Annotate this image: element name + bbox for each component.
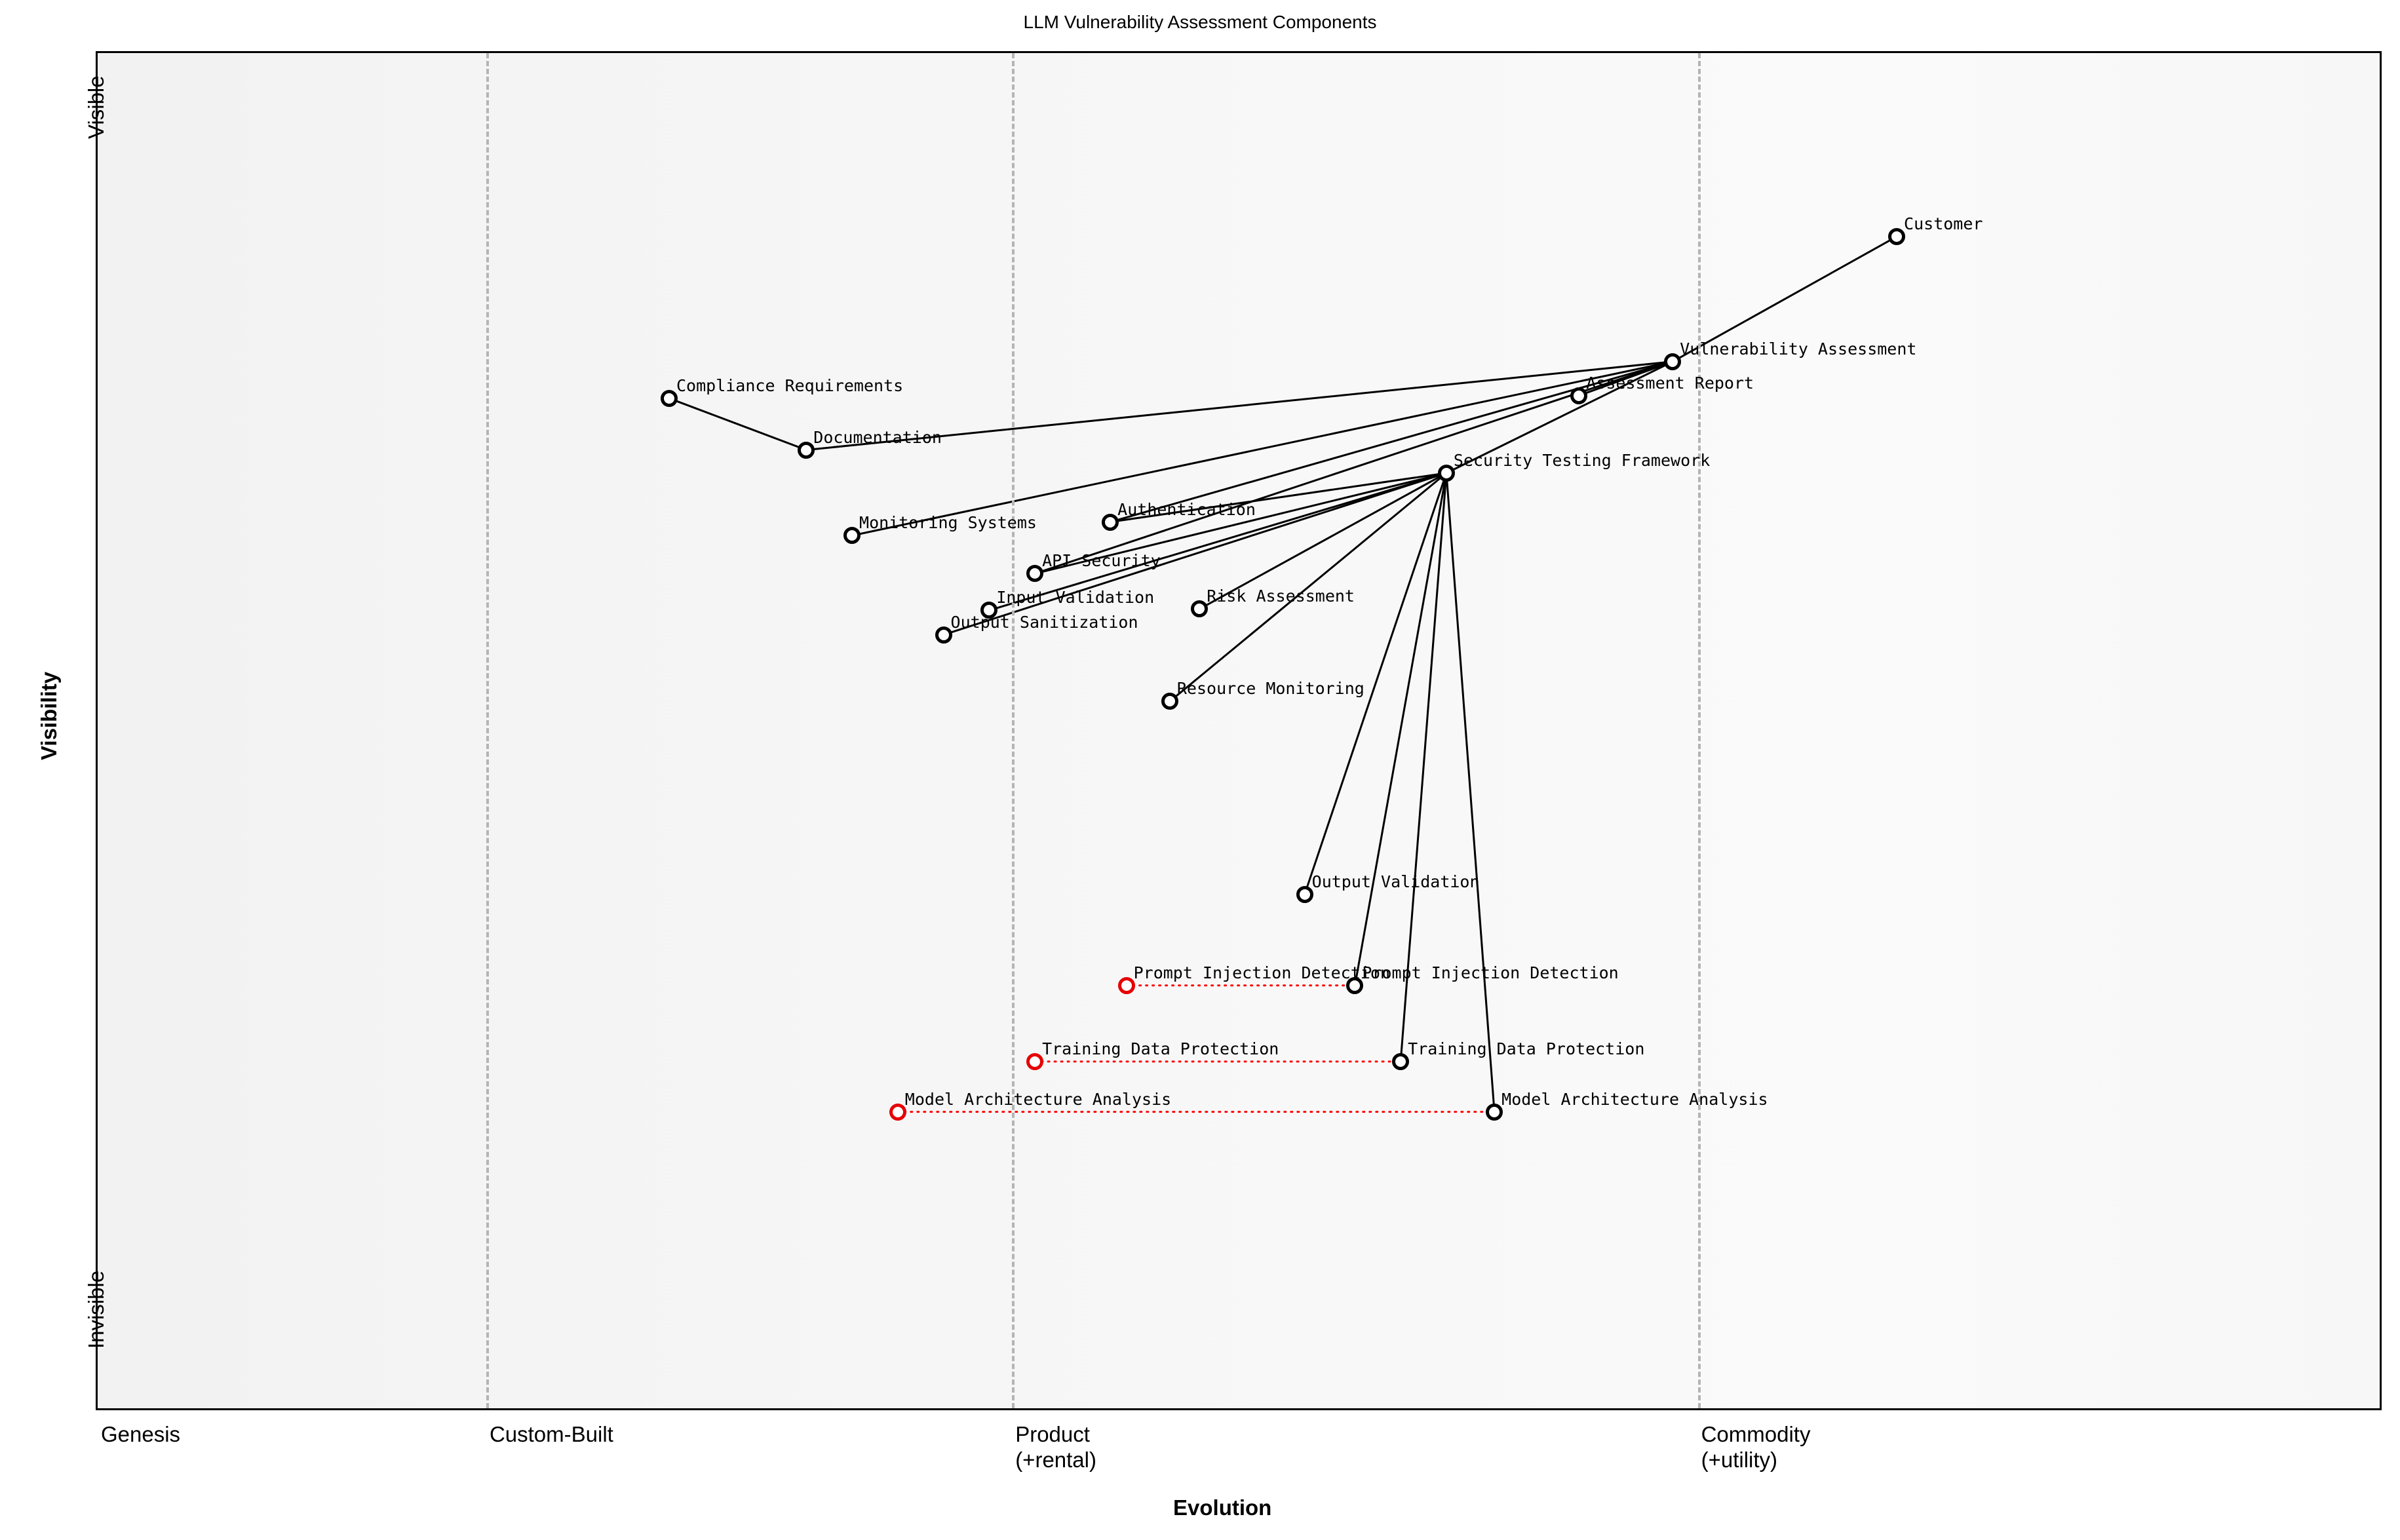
map-node[interactable] xyxy=(1191,600,1209,618)
link-9 xyxy=(1034,472,1447,575)
link-2 xyxy=(1446,360,1673,474)
map-node[interactable] xyxy=(889,1103,906,1121)
map-node[interactable] xyxy=(1296,885,1313,903)
map-node[interactable] xyxy=(1570,387,1588,404)
x-tick-label: Commodity (+utility) xyxy=(1701,1422,1811,1472)
gridline-1 xyxy=(1012,53,1015,1408)
map-node-label: Customer xyxy=(1904,214,1983,233)
map-node[interactable] xyxy=(1664,353,1682,370)
map-node[interactable] xyxy=(798,441,815,459)
map-node-label: Security Testing Framework xyxy=(1453,450,1711,470)
link-15 xyxy=(1353,472,1448,986)
map-node-label: Input Validation xyxy=(996,588,1155,607)
x-tick-label: Genesis xyxy=(101,1422,181,1446)
x-tick-label: Custom-Built xyxy=(489,1422,613,1446)
map-node-label: Model Architecture Analysis xyxy=(1501,1089,1768,1109)
map-node-label: Output Sanitization xyxy=(950,612,1138,632)
map-node-label: Documentation xyxy=(813,427,942,447)
map-node-label: API Security xyxy=(1042,551,1161,571)
link-4 xyxy=(851,360,1673,537)
map-node-label: Compliance Requirements xyxy=(676,375,904,395)
map-node-label: Training Data Protection xyxy=(1408,1039,1645,1058)
map-node-label: Authentication xyxy=(1117,499,1256,519)
y-tick-label: Visible xyxy=(84,75,108,140)
link-12 xyxy=(1199,472,1447,610)
link-13 xyxy=(1169,472,1447,703)
link-17 xyxy=(1445,472,1496,1112)
link-3 xyxy=(806,360,1673,452)
map-node[interactable] xyxy=(1102,513,1119,531)
map-node[interactable] xyxy=(1888,227,1906,245)
map-node-label: Output Validation xyxy=(1311,872,1480,891)
map-node-label: Training Data Protection xyxy=(1042,1039,1279,1058)
map-node[interactable] xyxy=(1437,464,1455,482)
gridline-2 xyxy=(1697,53,1701,1408)
map-node-label: Monitoring Systems xyxy=(859,513,1037,533)
link-8 xyxy=(1110,472,1447,524)
map-node-label: Model Architecture Analysis xyxy=(904,1089,1172,1109)
map-node[interactable] xyxy=(843,527,861,545)
map-node-label: Prompt Injection Detection xyxy=(1362,963,1619,982)
map-node[interactable] xyxy=(1161,693,1178,710)
link-6 xyxy=(1034,360,1673,575)
map-node[interactable] xyxy=(935,626,952,644)
map-node[interactable] xyxy=(1392,1052,1410,1070)
link-7 xyxy=(668,397,807,452)
link-layer xyxy=(668,235,1897,1113)
link-0 xyxy=(1672,235,1897,363)
map-node-label: Risk Assessment xyxy=(1207,587,1355,606)
chart-title: LLM Vulnerability Assessment Components xyxy=(1023,12,1377,32)
y-tick-label: Invisible xyxy=(84,1271,108,1349)
link-16 xyxy=(1399,472,1448,1062)
link-14 xyxy=(1304,472,1448,895)
map-node[interactable] xyxy=(1486,1103,1503,1121)
map-node[interactable] xyxy=(1117,976,1135,994)
gridline-0 xyxy=(486,53,489,1408)
map-node[interactable] xyxy=(1346,976,1364,994)
x-tick-label: Product (+rental) xyxy=(1015,1422,1096,1472)
map-node[interactable] xyxy=(1026,1052,1044,1070)
map-node-label: Prompt Injection Detection xyxy=(1133,963,1390,982)
y-axis-title: Visibility xyxy=(37,671,61,760)
x-axis-title: Evolution xyxy=(1173,1495,1272,1520)
map-node-label: Vulnerability Assessment xyxy=(1680,339,1917,358)
map-node-label: Resource Monitoring xyxy=(1176,679,1365,699)
map-node[interactable] xyxy=(661,389,678,407)
map-node[interactable] xyxy=(1026,565,1044,583)
link-11 xyxy=(943,472,1447,636)
plot-area: Customer Vulnerability Assessment Assessme… xyxy=(96,51,2382,1410)
map-node-label: Assessment Report xyxy=(1586,373,1754,393)
link-10 xyxy=(988,472,1447,611)
map-node[interactable] xyxy=(980,602,998,619)
